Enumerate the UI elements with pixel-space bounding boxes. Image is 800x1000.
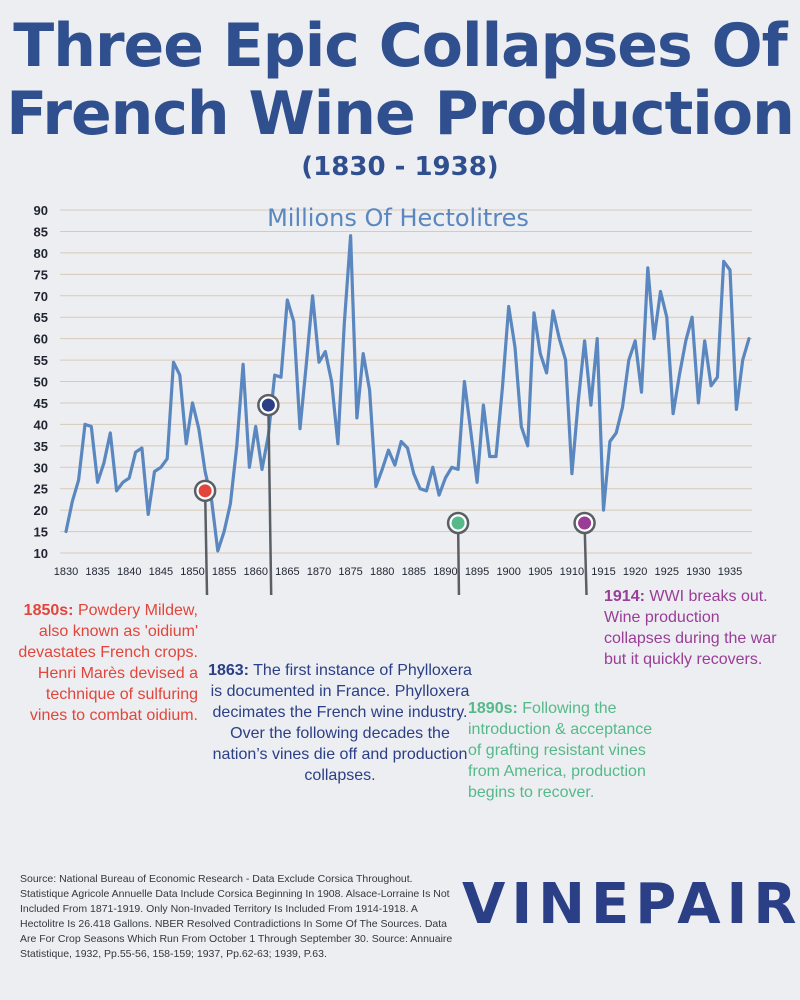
wine-production-chart: 10 15 20 25 30 35 40 45 50 55 60 65 70 75 80 85 90 1830 1…	[34, 203, 752, 595]
y-tick-label-40: 40	[34, 417, 48, 432]
page-title: Three Epic Collapses Of French Wine Prod…	[6, 11, 795, 149]
y-tick-label-20: 20	[34, 503, 48, 518]
y-tick-label-25: 25	[34, 482, 48, 497]
x-tick-label-1870: 1870	[307, 566, 331, 578]
y-tick-label-65: 65	[34, 310, 48, 325]
x-tick-label-1885: 1885	[402, 566, 426, 578]
page-subtitle: (1830 - 1938)	[301, 152, 499, 182]
highlight-dot-1	[261, 398, 275, 412]
highlight-dot-3	[578, 516, 592, 530]
series-line-0	[64, 234, 751, 553]
x-tick-label-1865: 1865	[275, 566, 299, 578]
x-tick-label-1895: 1895	[465, 566, 489, 578]
y-tick-label-35: 35	[34, 439, 48, 454]
chart-title: Millions Of Hectolitres	[267, 204, 529, 232]
x-tick-label-1915: 1915	[591, 566, 615, 578]
x-tick-label-1930: 1930	[686, 566, 710, 578]
y-tick-label-90: 90	[34, 203, 48, 218]
annotation-1863-text: The first instance of Phylloxera is docu…	[210, 662, 472, 784]
x-tick-label-1850: 1850	[180, 566, 204, 578]
y-tick-label-75: 75	[34, 267, 48, 282]
x-tick-label-1835: 1835	[85, 566, 109, 578]
x-tick-label-1905: 1905	[528, 566, 552, 578]
y-tick-label-85: 85	[34, 224, 48, 239]
x-tick-label-1880: 1880	[370, 566, 394, 578]
x-tick-label-1910: 1910	[560, 566, 584, 578]
x-tick-label-1925: 1925	[655, 566, 679, 578]
x-tick-label-1860: 1860	[243, 566, 267, 578]
y-tick-label-15: 15	[34, 525, 48, 540]
x-tick-label-1830: 1830	[54, 566, 78, 578]
annotation-1890s-label: 1890s:	[468, 700, 518, 717]
annotation-1863: 1863: The first instance of Phylloxera i…	[205, 660, 475, 786]
x-tick-label-1935: 1935	[718, 566, 742, 578]
annotation-1850s-text: Powdery Mildew, also known as 'oidium' d…	[18, 602, 198, 724]
annotation-1850s: 1850s: Powdery Mildew, also known as 'oi…	[10, 600, 198, 726]
highlight-dot-0	[198, 484, 212, 498]
annotation-1863-label: 1863:	[208, 662, 249, 679]
annotation-1890s: 1890s: Following the introduction & acce…	[468, 698, 668, 803]
connector-line-2	[456, 522, 461, 595]
connector-line-1	[267, 405, 273, 595]
y-tick-label-30: 30	[34, 460, 48, 475]
annotation-1850s-label: 1850s:	[23, 602, 74, 619]
x-tick-label-1890: 1890	[433, 566, 457, 578]
x-tick-label-1920: 1920	[623, 566, 647, 578]
annotation-1914-label: 1914:	[604, 588, 645, 605]
x-tick-label-1855: 1855	[212, 566, 236, 578]
vinepair-logo: VINEPAIR	[462, 872, 800, 937]
y-tick-label-60: 60	[34, 332, 48, 347]
y-tick-label-55: 55	[34, 353, 48, 368]
y-tick-label-10: 10	[34, 546, 48, 561]
annotation-1914-text: WWI breaks out. Wine production collapse…	[604, 588, 777, 668]
highlight-dot-2	[451, 516, 465, 530]
y-tick-label-50: 50	[34, 375, 48, 390]
connector-line-3	[583, 522, 588, 595]
x-tick-label-1840: 1840	[117, 566, 141, 578]
annotation-1890s-text: Following the introduction & acceptance …	[468, 700, 653, 801]
connector-line-0	[203, 490, 209, 595]
y-tick-label-70: 70	[34, 289, 48, 304]
annotation-1914: 1914: WWI breaks out. Wine production co…	[604, 586, 779, 670]
source-note: Source: National Bureau of Economic Rese…	[20, 873, 453, 960]
x-tick-label-1875: 1875	[338, 566, 362, 578]
x-tick-label-1845: 1845	[149, 566, 173, 578]
y-tick-label-80: 80	[34, 246, 48, 261]
x-tick-label-1900: 1900	[496, 566, 520, 578]
y-tick-label-45: 45	[34, 396, 48, 411]
